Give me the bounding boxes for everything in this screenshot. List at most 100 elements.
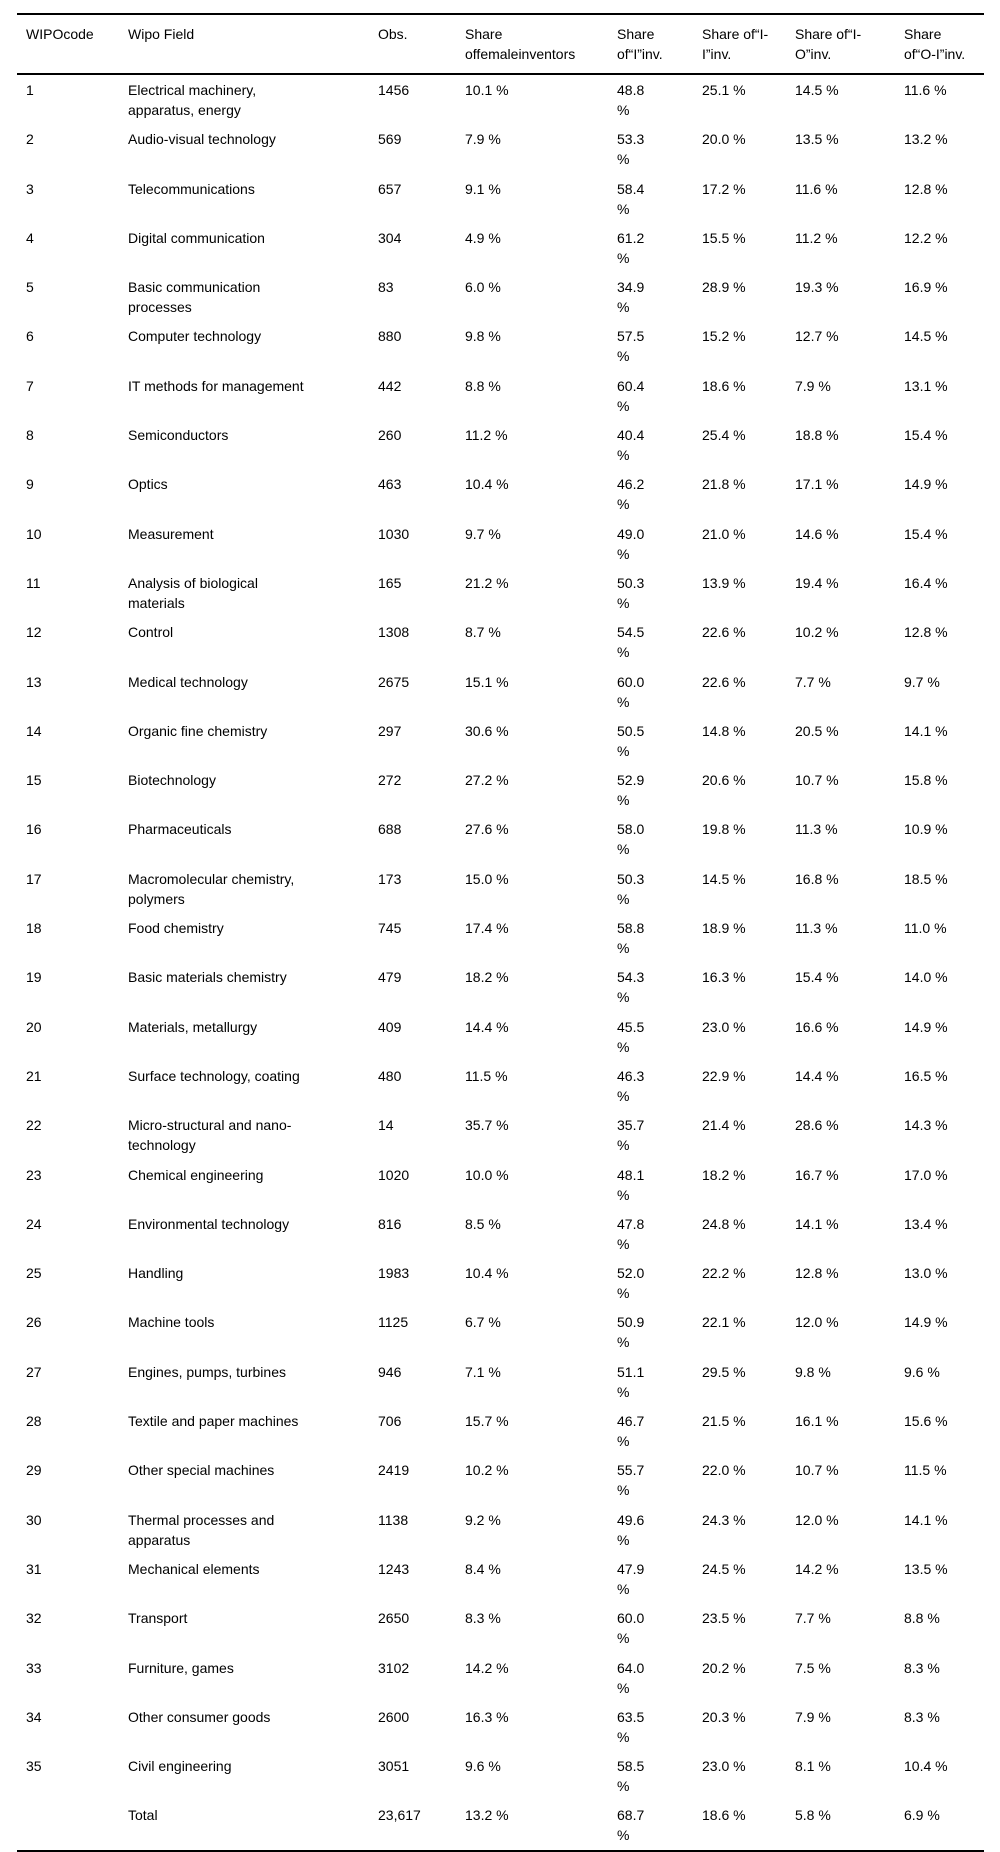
table-row: 23 Chemical engineering 1020 10.0 % 48.1 % 18… <box>17 1160 984 1209</box>
table-row: 27 Engines, pumps, turbines 946 7.1 % 51.1 %… <box>17 1357 984 1406</box>
cell-share_io: 12.0 % <box>795 1307 904 1356</box>
cell-wipo_code <box>17 1800 128 1850</box>
cell-value-wipo_code: 35 <box>26 1758 42 1775</box>
cell-wipo_code: 22 <box>17 1110 128 1159</box>
cell-field: Thermal processes and apparatus <box>128 1505 378 1554</box>
cell-value-share_i: 49.6 % <box>617 1511 645 1548</box>
cell-share_female: 9.2 % <box>465 1505 617 1554</box>
table-row: 31 Mechanical elements 1243 8.4 % 47.9 % 24.5… <box>17 1554 984 1603</box>
cell-share_io: 9.8 % <box>795 1357 904 1406</box>
cell-value-share_io: 14.1 % <box>795 1215 839 1232</box>
cell-share_i: 46.3 % <box>617 1061 702 1110</box>
cell-value-wipo_code: 17 <box>26 870 42 887</box>
cell-value-share_female: 27.2 % <box>465 772 509 789</box>
cell-value-field: Control <box>128 624 174 641</box>
cell-value-share_oi: 6.9 % <box>904 1807 940 1824</box>
cell-share_i: 50.5 % <box>617 716 702 765</box>
cell-share_io: 14.1 % <box>795 1209 904 1258</box>
cell-share_i: 55.7 % <box>617 1455 702 1504</box>
cell-obs: 946 <box>378 1357 465 1406</box>
cell-share_io: 7.9 % <box>795 371 904 420</box>
column-header-line: of“I”inv. <box>617 46 663 62</box>
cell-value-field: Total <box>128 1807 158 1824</box>
cell-share_io: 11.3 % <box>795 913 904 962</box>
cell-value-share_oi: 10.9 % <box>904 821 948 838</box>
cell-value-share_i: 46.2 % <box>617 476 645 513</box>
cell-wipo_code: 27 <box>17 1357 128 1406</box>
cell-value-share_ii: 20.6 % <box>702 772 746 789</box>
cell-value-share_ii: 29.5 % <box>702 1363 746 1380</box>
cell-field: Digital communication <box>128 223 378 272</box>
cell-share_i: 45.5 % <box>617 1012 702 1061</box>
column-header-line: Share <box>465 26 503 42</box>
cell-value-share_i: 58.4 % <box>617 180 645 217</box>
cell-share_ii: 23.0 % <box>702 1751 795 1800</box>
cell-value-share_oi: 15.8 % <box>904 772 948 789</box>
cell-share_io: 15.4 % <box>795 962 904 1011</box>
cell-share_oi: 16.9 % <box>904 272 984 321</box>
table-row: 18 Food chemistry 745 17.4 % 58.8 % 18.9 % 11.… <box>17 913 984 962</box>
cell-value-share_female: 30.6 % <box>465 722 509 739</box>
cell-share_io: 14.4 % <box>795 1061 904 1110</box>
cell-obs: 23,617 <box>378 1800 465 1850</box>
cell-value-wipo_code: 4 <box>26 229 34 246</box>
cell-value-share_oi: 16.4 % <box>904 574 948 591</box>
cell-value-share_ii: 22.9 % <box>702 1067 746 1084</box>
cell-share_oi: 12.8 % <box>904 617 984 666</box>
cell-wipo_code: 20 <box>17 1012 128 1061</box>
cell-share_female: 6.7 % <box>465 1307 617 1356</box>
cell-share_oi: 15.8 % <box>904 765 984 814</box>
cell-value-share_female: 8.7 % <box>465 624 501 641</box>
column-header-line: Obs. <box>378 26 408 42</box>
cell-value-field: Other special machines <box>128 1462 275 1479</box>
cell-share_oi: 13.2 % <box>904 124 984 173</box>
cell-wipo_code: 2 <box>17 124 128 173</box>
cell-value-wipo_code: 13 <box>26 673 42 690</box>
cell-value-share_female: 35.7 % <box>465 1117 509 1134</box>
cell-value-share_io: 11.3 % <box>795 920 838 937</box>
cell-obs: 409 <box>378 1012 465 1061</box>
cell-value-share_i: 60.0 % <box>617 673 645 710</box>
cell-value-share_ii: 14.5 % <box>702 870 746 887</box>
cell-share_female: 7.9 % <box>465 124 617 173</box>
cell-value-share_io: 5.8 % <box>795 1807 831 1824</box>
cell-value-share_oi: 13.5 % <box>904 1560 948 1577</box>
cell-value-field: Medical technology <box>128 673 248 690</box>
cell-share_female: 10.1 % <box>465 74 617 124</box>
cell-value-obs: 1456 <box>378 82 410 98</box>
table-row: 21 Surface technology, coating 480 11.5 % 46… <box>17 1061 984 1110</box>
cell-value-share_i: 55.7 % <box>617 1462 645 1499</box>
cell-value-share_io: 14.2 % <box>795 1560 839 1577</box>
cell-share_io: 16.7 % <box>795 1160 904 1209</box>
cell-share_oi: 14.9 % <box>904 469 984 518</box>
cell-share_ii: 25.1 % <box>702 74 795 124</box>
cell-value-share_female: 27.6 % <box>465 821 509 838</box>
cell-value-obs: 1030 <box>378 525 410 542</box>
cell-share_ii: 23.5 % <box>702 1603 795 1652</box>
cell-value-share_io: 10.7 % <box>795 1462 839 1479</box>
cell-share_ii: 20.2 % <box>702 1653 795 1702</box>
cell-value-share_io: 16.8 % <box>795 870 839 887</box>
cell-value-obs: 2650 <box>378 1610 410 1627</box>
table-row: 34 Other consumer goods 2600 16.3 % 63.5 % 20… <box>17 1702 984 1751</box>
cell-value-share_ii: 16.3 % <box>702 969 746 986</box>
cell-share_female: 9.6 % <box>465 1751 617 1800</box>
cell-value-share_female: 14.2 % <box>465 1659 509 1676</box>
cell-value-share_io: 10.2 % <box>795 624 839 641</box>
cell-share_ii: 19.8 % <box>702 814 795 863</box>
cell-field: Organic fine chemistry <box>128 716 378 765</box>
cell-share_female: 30.6 % <box>465 716 617 765</box>
cell-value-wipo_code: 8 <box>26 427 34 444</box>
table-row: 3 Telecommunications 657 9.1 % 58.4 % 17.2 % 1… <box>17 174 984 223</box>
cell-share_oi: 8.3 % <box>904 1702 984 1751</box>
cell-value-obs: 2600 <box>378 1708 410 1725</box>
cell-share_io: 12.8 % <box>795 1258 904 1307</box>
cell-value-obs: 688 <box>378 821 402 838</box>
cell-field: Handling <box>128 1258 378 1307</box>
cell-value-field: Computer technology <box>128 328 262 345</box>
cell-share_oi: 13.5 % <box>904 1554 984 1603</box>
cell-share_i: 60.4 % <box>617 371 702 420</box>
cell-value-field: Food chemistry <box>128 920 224 937</box>
cell-obs: 1030 <box>378 519 465 568</box>
cell-share_io: 12.0 % <box>795 1505 904 1554</box>
